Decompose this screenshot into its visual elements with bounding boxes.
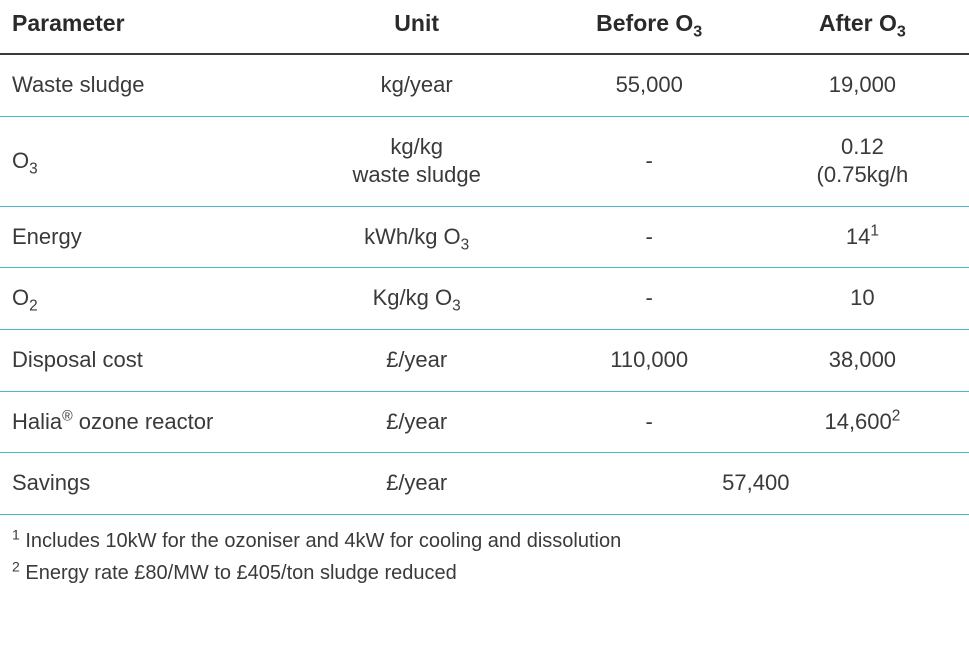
table-row: Waste sludge kg/year 55,000 19,000 [0, 54, 969, 116]
header-row: Parameter Unit Before O3 After O3 [0, 0, 969, 54]
table-row: Disposal cost £/year 110,000 38,000 [0, 329, 969, 391]
cell-before: - [543, 206, 756, 268]
cell-param: Energy [0, 206, 291, 268]
header-after-o3: After O3 [756, 0, 969, 54]
footnote-text: Includes 10kW for the ozoniser and 4kW f… [25, 530, 621, 552]
cell-param: Savings [0, 453, 291, 515]
cell-unit: kg/year [291, 54, 543, 116]
ozone-cost-table: Parameter Unit Before O3 After O3 Waste … [0, 0, 969, 589]
cell-after: 38,000 [756, 329, 969, 391]
table-row: O2 Kg/kg O3 - 10 [0, 268, 969, 330]
cell-param: Waste sludge [0, 54, 291, 116]
cell-unit: £/year [291, 453, 543, 515]
footnote-text: Energy rate £80/MW to £405/ton sludge re… [25, 562, 456, 584]
data-table: Parameter Unit Before O3 After O3 Waste … [0, 0, 969, 515]
footnote-marker: 2 [12, 558, 20, 574]
cell-after: 10 [756, 268, 969, 330]
table-row: Energy kWh/kg O3 - 141 [0, 206, 969, 268]
cell-before: 55,000 [543, 54, 756, 116]
cell-after: 0.12 (0.75kg/h [756, 116, 969, 206]
footnote-marker: 1 [12, 526, 20, 542]
footnotes: 1 Includes 10kW for the ozoniser and 4kW… [0, 515, 969, 589]
cell-savings-value: 57,400 [543, 453, 969, 515]
cell-after-line1: 0.12 [841, 134, 884, 159]
cell-param: Disposal cost [0, 329, 291, 391]
table-row: Savings £/year 57,400 [0, 453, 969, 515]
cell-unit: Kg/kg O3 [291, 268, 543, 330]
cell-param: O3 [0, 116, 291, 206]
cell-unit-line2: waste sludge [352, 162, 480, 187]
cell-param: Halia® ozone reactor [0, 391, 291, 453]
table-row: O3 kg/kg waste sludge - 0.12 (0.75kg/h [0, 116, 969, 206]
cell-unit: £/year [291, 329, 543, 391]
footnote-1: 1 Includes 10kW for the ozoniser and 4kW… [12, 525, 957, 557]
cell-before: - [543, 391, 756, 453]
cell-after: 19,000 [756, 54, 969, 116]
cell-unit-line1: kg/kg [390, 134, 443, 159]
footnote-2: 2 Energy rate £80/MW to £405/ton sludge … [12, 557, 957, 589]
cell-after: 14,6002 [756, 391, 969, 453]
cell-param: O2 [0, 268, 291, 330]
cell-before: - [543, 268, 756, 330]
cell-after: 141 [756, 206, 969, 268]
cell-unit: kWh/kg O3 [291, 206, 543, 268]
cell-unit: kg/kg waste sludge [291, 116, 543, 206]
cell-unit: £/year [291, 391, 543, 453]
cell-after-line2: (0.75kg/h [817, 162, 909, 187]
header-unit: Unit [291, 0, 543, 54]
header-parameter: Parameter [0, 0, 291, 54]
cell-before: 110,000 [543, 329, 756, 391]
table-row: Halia® ozone reactor £/year - 14,6002 [0, 391, 969, 453]
header-before-o3: Before O3 [543, 0, 756, 54]
cell-before: - [543, 116, 756, 206]
